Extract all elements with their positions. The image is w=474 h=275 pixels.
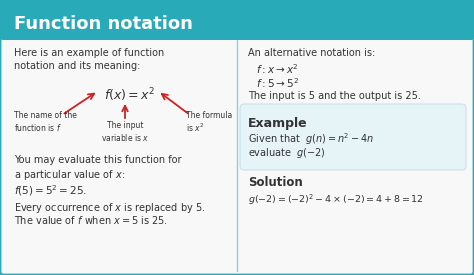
Text: An alternative notation is:: An alternative notation is: [248,48,375,58]
Text: Here is an example of function: Here is an example of function [14,48,164,58]
FancyBboxPatch shape [240,104,466,170]
Text: evaluate  $g(-2)$: evaluate $g(-2)$ [248,146,326,160]
Text: The value of $f$ when $x = 5$ is 25.: The value of $f$ when $x = 5$ is 25. [14,214,168,226]
Text: $f(x) = x^2$: $f(x) = x^2$ [104,86,156,104]
Bar [3,20,471,39]
Text: Given that  $g(n) = n^2 - 4n$: Given that $g(n) = n^2 - 4n$ [248,131,374,147]
Text: The input is 5 and the output is 25.: The input is 5 and the output is 25. [248,91,421,101]
Text: Example: Example [248,117,308,130]
Text: $f: 5 \rightarrow 5^2$: $f: 5 \rightarrow 5^2$ [256,76,299,90]
Text: Solution: Solution [248,176,303,189]
Text: The name of the
function is $f$: The name of the function is $f$ [14,111,77,133]
Text: The formula
is $x^2$: The formula is $x^2$ [186,111,232,134]
Text: notation and its meaning:: notation and its meaning: [14,61,140,71]
Text: $f(5) = 5^2 = 25.$: $f(5) = 5^2 = 25.$ [14,183,87,198]
Text: The input
variable is $x$: The input variable is $x$ [101,121,149,143]
Text: a particular value of $x$:: a particular value of $x$: [14,168,125,182]
Text: You may evaluate this function for: You may evaluate this function for [14,155,182,165]
Text: $f: x \rightarrow x^2$: $f: x \rightarrow x^2$ [256,62,299,76]
FancyBboxPatch shape [0,0,474,40]
Text: $g(-2) = (-2)^2 - 4 \times (-2) = 4 + 8 = 12$: $g(-2) = (-2)^2 - 4 \times (-2) = 4 + 8 … [248,192,424,207]
Text: Function notation: Function notation [14,15,193,33]
Text: Every occurrence of $x$ is replaced by 5.: Every occurrence of $x$ is replaced by 5… [14,201,205,215]
